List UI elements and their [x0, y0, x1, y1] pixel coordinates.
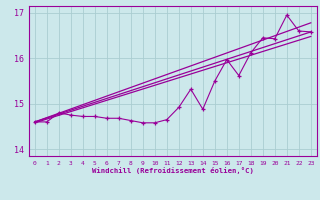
X-axis label: Windchill (Refroidissement éolien,°C): Windchill (Refroidissement éolien,°C) — [92, 167, 254, 174]
